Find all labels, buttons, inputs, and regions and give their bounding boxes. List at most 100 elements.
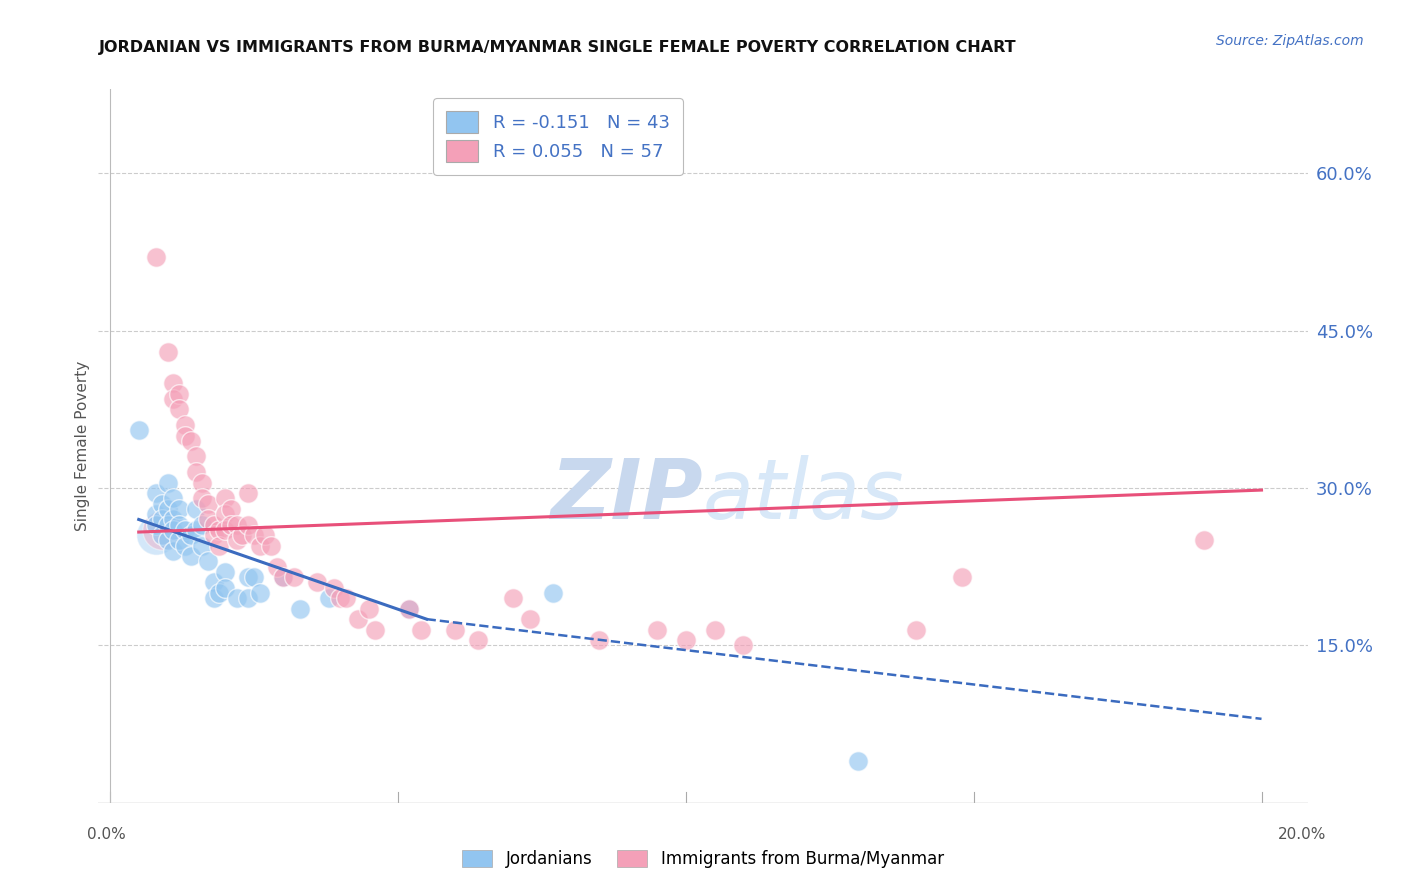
Point <box>254 528 277 542</box>
Point <box>318 591 340 606</box>
Point <box>162 512 184 526</box>
Point <box>202 517 225 532</box>
Point <box>156 344 179 359</box>
Point <box>588 633 610 648</box>
Point <box>645 623 668 637</box>
Point <box>145 250 167 264</box>
Text: Source: ZipAtlas.com: Source: ZipAtlas.com <box>1216 34 1364 48</box>
Point <box>202 591 225 606</box>
Text: JORDANIAN VS IMMIGRANTS FROM BURMA/MYANMAR SINGLE FEMALE POVERTY CORRELATION CHA: JORDANIAN VS IMMIGRANTS FROM BURMA/MYANM… <box>98 40 1017 55</box>
Point <box>150 512 173 526</box>
Point <box>231 528 253 542</box>
Point <box>950 570 973 584</box>
Point <box>236 591 259 606</box>
Text: ZIP: ZIP <box>550 456 703 536</box>
Point <box>249 586 271 600</box>
Point <box>329 591 352 606</box>
Point <box>502 591 524 606</box>
Point <box>208 539 231 553</box>
Point <box>409 623 432 637</box>
Point <box>197 512 219 526</box>
Point <box>335 591 357 606</box>
Point <box>323 581 346 595</box>
Point <box>208 586 231 600</box>
Point <box>398 601 420 615</box>
Text: atlas: atlas <box>703 456 904 536</box>
Point <box>156 517 179 532</box>
Point <box>675 633 697 648</box>
Point <box>173 523 195 537</box>
Point <box>191 491 214 506</box>
Point <box>225 517 247 532</box>
Point <box>167 502 190 516</box>
Point <box>357 601 380 615</box>
Point <box>243 570 266 584</box>
Point <box>173 417 195 432</box>
Point <box>167 517 190 532</box>
Point <box>288 601 311 615</box>
Point <box>225 533 247 548</box>
Point <box>905 623 928 637</box>
Point <box>197 497 219 511</box>
Point <box>249 539 271 553</box>
Point <box>214 491 236 506</box>
Point <box>180 434 202 448</box>
Point <box>260 539 283 553</box>
Point <box>543 586 565 600</box>
Point <box>162 523 184 537</box>
Point <box>467 633 489 648</box>
Point <box>219 517 242 532</box>
Point <box>1192 533 1215 548</box>
Point <box>167 533 190 548</box>
Point <box>191 475 214 490</box>
Point <box>162 376 184 390</box>
Y-axis label: Single Female Poverty: Single Female Poverty <box>75 361 90 531</box>
Point <box>180 528 202 542</box>
Point <box>191 539 214 553</box>
Point <box>519 612 541 626</box>
Point <box>150 528 173 542</box>
Point <box>180 549 202 564</box>
Point <box>197 554 219 568</box>
Point <box>145 507 167 521</box>
Point <box>167 386 190 401</box>
Point <box>225 591 247 606</box>
Point <box>271 570 294 584</box>
Point <box>243 528 266 542</box>
Point <box>186 465 208 479</box>
Point <box>145 528 167 542</box>
Point <box>236 570 259 584</box>
Point <box>219 502 242 516</box>
Point <box>156 475 179 490</box>
Point <box>307 575 329 590</box>
Point <box>150 523 173 537</box>
Point <box>173 539 195 553</box>
Point <box>202 575 225 590</box>
Point <box>128 423 150 437</box>
Point <box>145 486 167 500</box>
Point <box>150 497 173 511</box>
Point <box>703 623 725 637</box>
Point <box>162 491 184 506</box>
Legend: Jordanians, Immigrants from Burma/Myanmar: Jordanians, Immigrants from Burma/Myanma… <box>456 843 950 875</box>
Point <box>444 623 467 637</box>
Point <box>156 533 179 548</box>
Point <box>266 559 288 574</box>
Point <box>236 517 259 532</box>
Point <box>346 612 368 626</box>
Point <box>162 392 184 406</box>
Legend: R = -0.151   N = 43, R = 0.055   N = 57: R = -0.151 N = 43, R = 0.055 N = 57 <box>433 98 682 175</box>
Point <box>186 450 208 464</box>
Point <box>271 570 294 584</box>
Point <box>848 754 870 768</box>
Point <box>733 639 755 653</box>
Point <box>283 570 305 584</box>
Point <box>364 623 387 637</box>
Point <box>202 528 225 542</box>
Point <box>186 502 208 516</box>
Text: 0.0%: 0.0% <box>87 827 127 841</box>
Point <box>186 523 208 537</box>
Point <box>214 565 236 579</box>
Point <box>214 523 236 537</box>
Point <box>156 502 179 516</box>
